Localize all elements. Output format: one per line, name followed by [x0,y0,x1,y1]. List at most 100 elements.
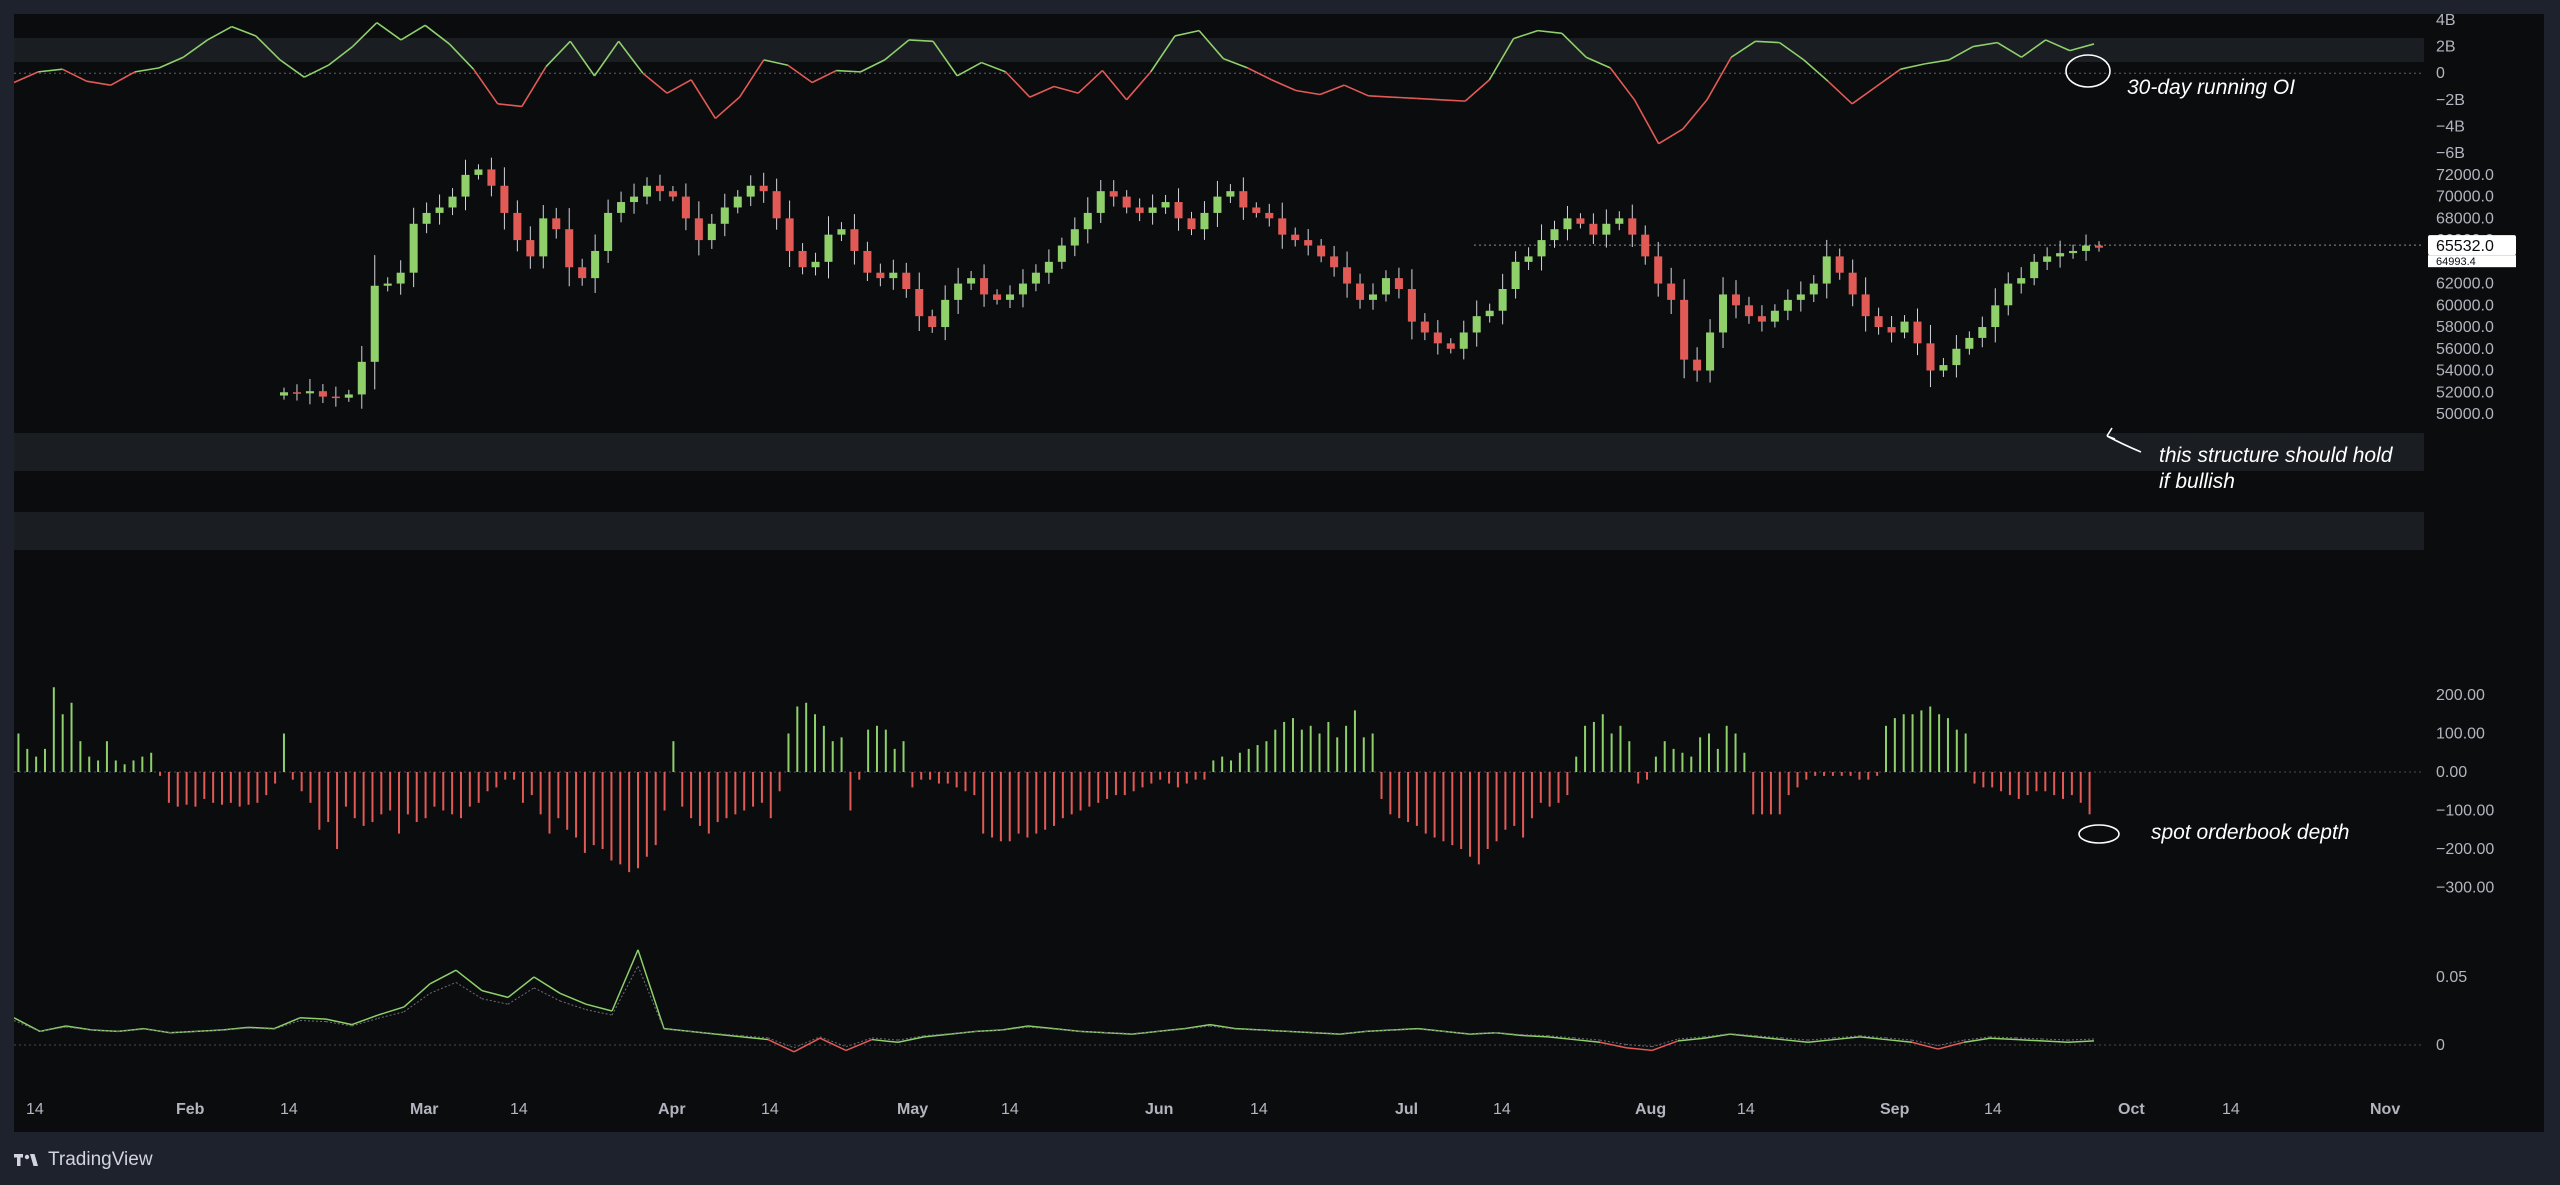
ratio-line-segment [65,1025,93,1031]
candle-body [759,185,768,192]
oi-line-segment [836,69,861,73]
orderbook-annotation: spot orderbook depth [2078,821,2349,844]
price-axis-label: 54000.0 [2436,363,2494,380]
candle-body [668,191,677,197]
oi-line-segment [231,25,257,37]
price-panel [279,157,2104,409]
ratio-axis-label: 0 [2436,1037,2445,1054]
candle-body [1796,294,1805,300]
ratio-secondary-segment [1001,1026,1029,1031]
ratio-secondary-segment [195,1029,223,1032]
candle-body [1952,348,1961,366]
oi-line-segment [327,45,354,66]
candle-body [2094,245,2104,248]
candle-body [1330,256,1339,268]
candle-body [1096,191,1105,213]
candle-body [578,267,587,279]
ratio-secondary-segment [91,1029,119,1032]
oi-line-segment [1440,99,1466,102]
oi-line-segment [690,79,717,119]
orderbook-axis-label: −200.00 [2436,841,2494,858]
ratio-secondary-segment [117,1028,145,1032]
ratio-secondary-segment [1859,1035,1887,1039]
oi-line-segment [1343,84,1369,97]
candle-body [1524,256,1533,262]
candle-body [1563,218,1572,230]
ratio-secondary-segment [481,998,509,1005]
oi-line-segment [400,24,426,41]
structure-annotation-line1: this structure should hold [2159,444,2394,467]
candle-body [604,212,613,251]
oi-line-segment [1488,38,1515,81]
candle-body [1005,294,1015,300]
ratio-line-segment [377,1006,405,1016]
ratio-secondary-segment [169,1030,197,1033]
brand[interactable]: TradingView [14,1148,153,1172]
candle-body [1809,283,1818,295]
ratio-secondary-segment [1911,1039,1939,1047]
ratio-line-segment [325,1018,353,1026]
ratio-line-segment [1521,1034,1549,1038]
ratio-secondary-segment [143,1028,171,1033]
oi-line-segment [1730,40,1756,58]
candle-body [1887,327,1896,333]
ratio-secondary-segment [1729,1033,1757,1037]
ratio-secondary-segment [1313,1031,1341,1035]
oi-line-segment [2045,39,2071,52]
ratio-line-segment [1911,1041,1939,1050]
candle-body [1537,240,1546,257]
ratio-line-segment [1807,1038,1835,1044]
oi-line-segment [1247,67,1273,81]
oi-line-segment [1706,56,1732,101]
candle-body [798,250,807,268]
price-axis-label: 50000.0 [2436,406,2494,423]
ratio-secondary-segment [559,1000,587,1011]
candle-body [863,250,872,273]
oi-axis-label: −2B [2436,92,2465,109]
candle-body [1070,229,1079,246]
ratio-line-segment [1599,1041,1627,1049]
candle-body [1083,212,1092,230]
time-axis: 14 Feb 14 Mar 14 Apr 14 May 14 Jun 14 Jul 14 Aug 14 Sep… [26,1101,2400,1118]
ratio-secondary-segment [1885,1037,1913,1041]
oi-line-segment [521,66,547,107]
oi-line-segment [860,59,886,73]
ratio-line-segment [481,989,509,999]
orderbook-annotation-text: spot orderbook depth [2151,821,2349,844]
ratio-secondary-segment [1625,1043,1653,1048]
ratio-line-segment [611,949,639,1012]
candle-body [642,185,652,197]
candle-body [1368,294,1378,300]
ratio-secondary-segment [1131,1030,1159,1035]
oi-line-segment [1223,57,1248,69]
ratio-secondary-segment [1677,1036,1705,1040]
oi-line-segment [1585,56,1611,69]
candle-body [1991,305,2000,328]
month-label: May [897,1101,928,1118]
ratio-line-segment [923,1033,951,1038]
candle-body [1693,359,1702,371]
candle-body [422,212,431,224]
orderbook-circle-mark [2078,824,2120,844]
ratio-line-segment [637,949,665,1029]
ratio-line-segment [533,976,561,994]
candle-body [1252,207,1261,213]
ratio-secondary-segment [1651,1038,1679,1048]
oi-line-segment [1271,79,1297,92]
ratio-secondary-segment [377,1011,405,1019]
month-label: Oct [2118,1101,2145,1118]
candle-body [2069,250,2078,254]
oi-line-segment [1295,89,1321,96]
oi-line-segment [884,39,910,61]
oi-line-segment [1077,69,1103,94]
candle-body [1667,283,1676,300]
ratio-secondary-segment [1053,1028,1081,1032]
chart-canvas[interactable]: 4B2B0−2B−4B−6B72000.070000.068000.066000… [14,14,2544,1132]
oi-line-segment [1996,41,2022,58]
chart-frame[interactable]: 4B2B0−2B−4B−6B72000.070000.068000.066000… [14,14,2544,1132]
ratio-secondary-segment [1287,1030,1315,1033]
oi-line-segment [618,40,644,74]
oi-line-segment [714,96,741,120]
candle-body [357,361,366,395]
